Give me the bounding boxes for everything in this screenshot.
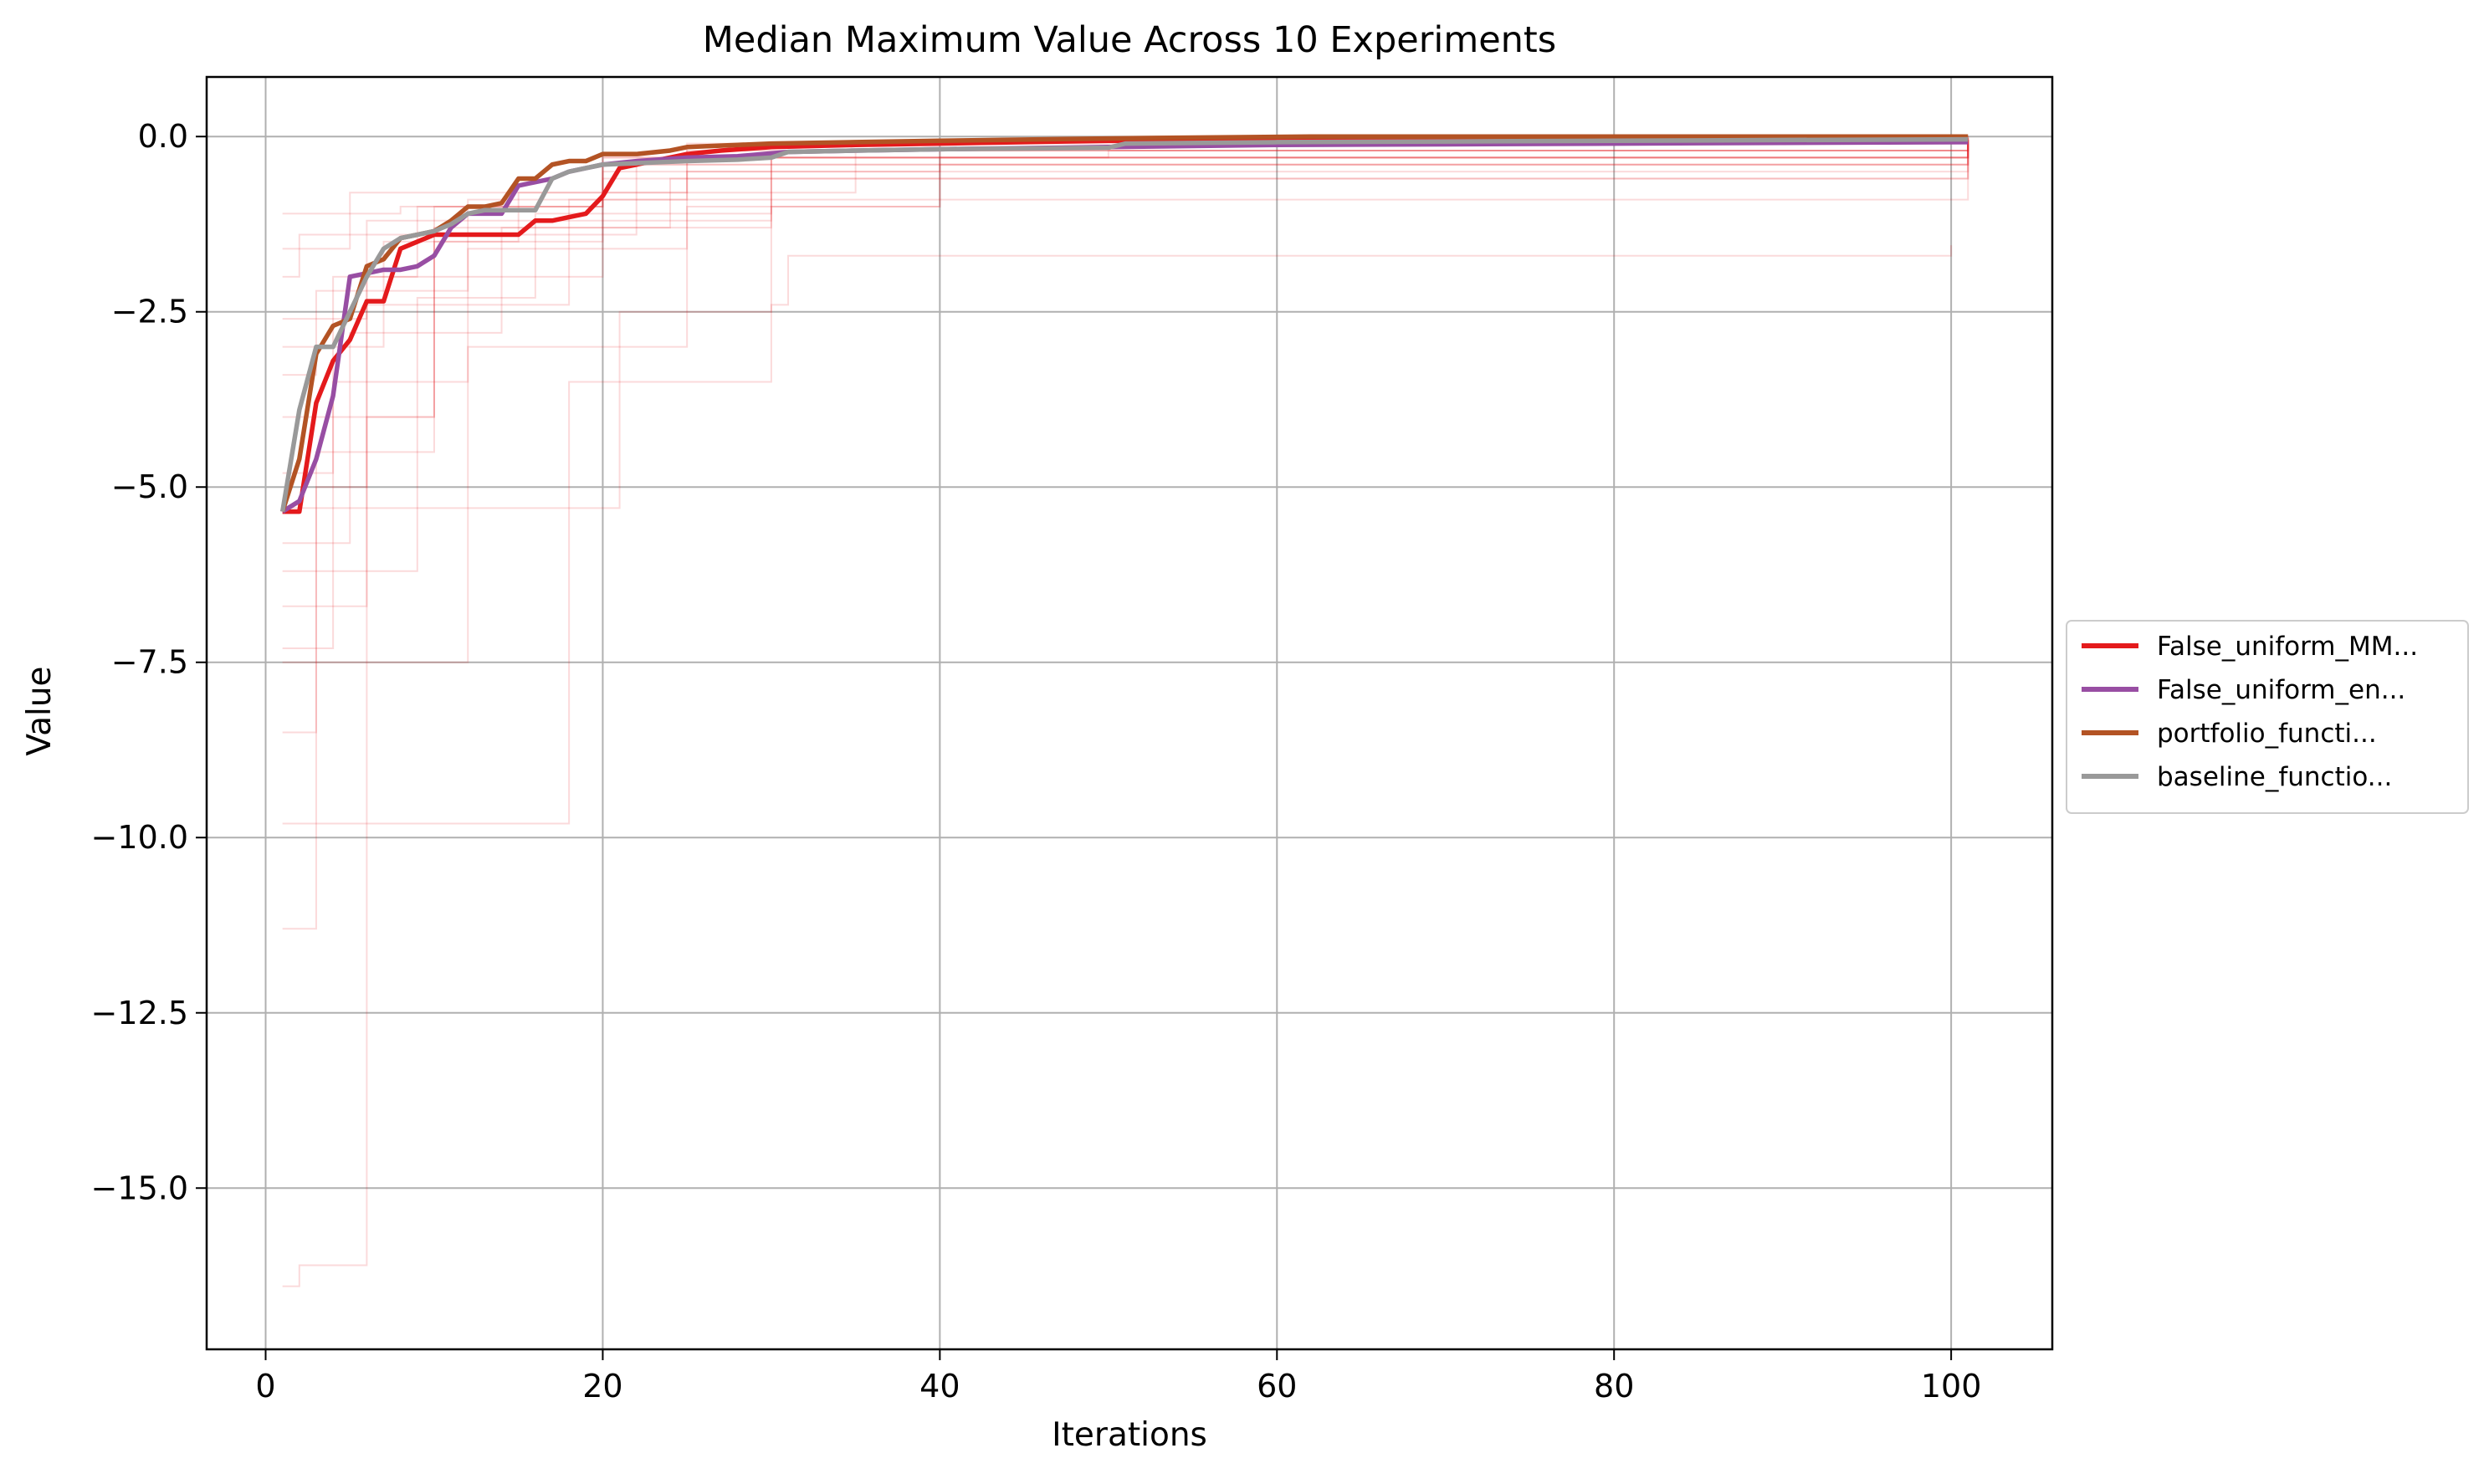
y-tick-label: −5.0	[111, 468, 188, 505]
y-tick-label: −2.5	[111, 294, 188, 330]
x-tick-label: 20	[582, 1368, 622, 1405]
background-run-line	[282, 140, 1969, 348]
background-run-line	[282, 143, 1969, 825]
x-tick-label: 80	[1594, 1368, 1634, 1405]
background-run-line	[282, 139, 1969, 572]
x-tick-label: 40	[919, 1368, 960, 1405]
y-tick-label: −15.0	[91, 1169, 188, 1206]
x-tick-label: 0	[255, 1368, 275, 1405]
legend-label: baseline_functio...	[2157, 762, 2392, 792]
x-axis-label: Iterations	[1052, 1416, 1207, 1454]
legend: False_uniform_MM... False_uniform_en...po…	[2066, 620, 2469, 814]
x-tick-label: 100	[1921, 1368, 1982, 1405]
background-run-line	[282, 140, 1969, 215]
y-tick-label: −12.5	[91, 995, 188, 1031]
series-lines	[279, 134, 1969, 514]
axis-ticks: 0 20 40 60 80 100 0.0 −2.5 −5.0 −7.5 −10.0 −12.5 −15…	[91, 118, 1982, 1405]
series-line	[279, 136, 1969, 513]
background-run-line	[282, 143, 1969, 649]
background-run-line	[282, 145, 1969, 545]
y-axis-label: Value	[21, 666, 59, 755]
background-run-line	[282, 137, 1969, 607]
series-line	[282, 136, 1969, 514]
x-tick-label: 60	[1257, 1368, 1297, 1405]
background-run-line	[282, 149, 1969, 320]
background-run-line	[282, 140, 1969, 663]
chart-title: Median Maximum Value Across 10 Experimen…	[703, 19, 1556, 61]
legend-label: False_uniform_MM...	[2157, 632, 2418, 662]
legend-label: portfolio_functi...	[2157, 719, 2377, 749]
background-run-line	[282, 138, 1969, 418]
background-run-line	[282, 245, 1953, 509]
legend-label: False_uniform_en...	[2157, 675, 2405, 705]
legend-box	[2066, 620, 2469, 814]
y-tick-label: −7.5	[111, 644, 188, 681]
background-run-line	[282, 140, 1969, 930]
background-run-line	[282, 140, 1969, 1287]
background-runs	[282, 136, 1969, 1287]
grid	[207, 77, 2052, 1349]
plot-frame	[205, 75, 2054, 1351]
y-tick-label: −10.0	[91, 819, 188, 856]
background-run-line	[282, 136, 1969, 278]
background-run-line	[282, 141, 1969, 734]
y-tick-label: 0.0	[138, 118, 188, 155]
